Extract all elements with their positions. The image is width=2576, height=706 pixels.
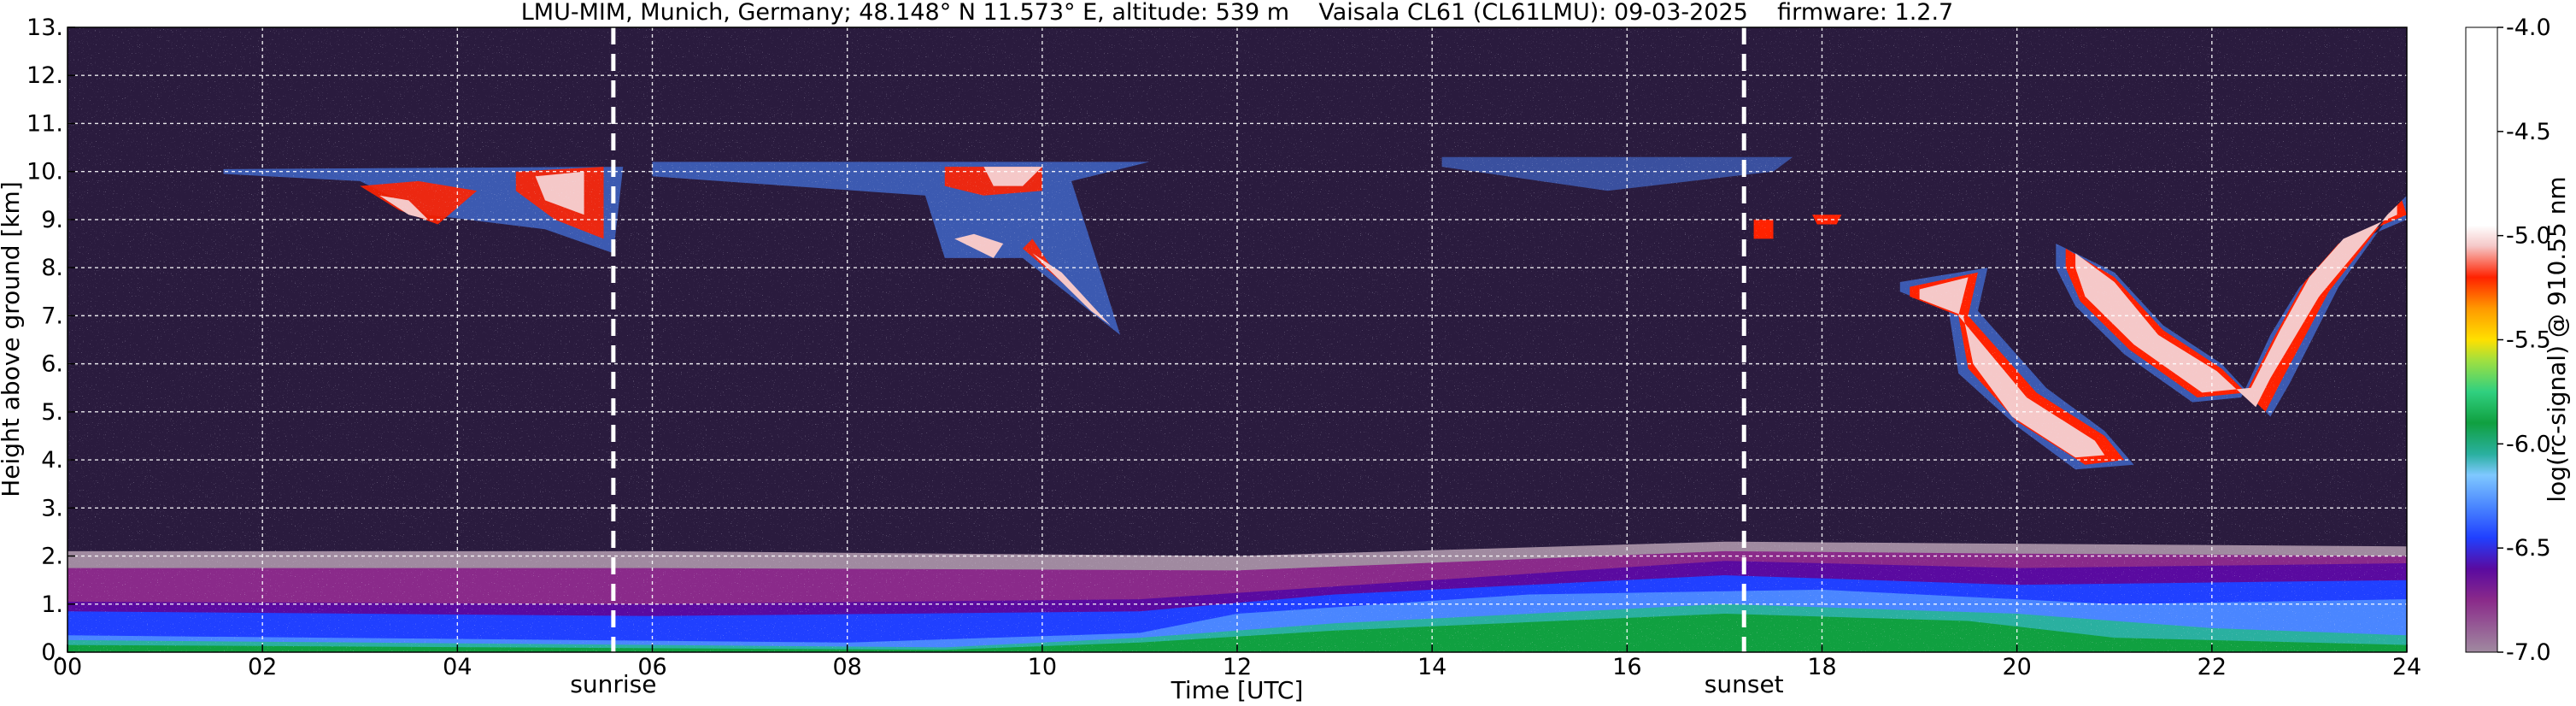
y-tick-label: 1. xyxy=(41,591,63,618)
colorbar-tick-label: -6.5 xyxy=(2506,535,2551,562)
colorbar-ticks: -4.0 -4.5 -5.0 -5.5 -6.0 -6.5 -7.0 xyxy=(2497,15,2551,666)
y-tick-label: 4. xyxy=(41,447,63,474)
x-tick-label: 16 xyxy=(1612,654,1641,680)
x-axis: 00 02 04 06 08 10 12 14 16 18 20 22 24 xyxy=(53,644,2421,680)
x-axis-label: Time [UTC] xyxy=(1171,676,1304,704)
y-tick-label: 12. xyxy=(26,62,63,89)
colorbar-tick-label: -4.0 xyxy=(2506,15,2551,41)
grid-lines xyxy=(67,27,2407,652)
y-tick-label: 0. xyxy=(41,639,63,666)
event-labels: sunrise sunset xyxy=(570,670,1783,698)
x-tick-label: 04 xyxy=(443,654,472,680)
colorbar-tick-label: -7.0 xyxy=(2506,639,2551,666)
y-axis: 0. 1. 2. 3. 4. 5. 6. 7. 8. 9. 10. 11. 12. 13. xyxy=(26,15,75,666)
colorbar: -4.0 -4.5 -5.0 -5.5 -6.0 -6.5 -7.0 xyxy=(2465,15,2551,666)
x-tick-label: 22 xyxy=(2198,654,2227,680)
y-tick-label: 2. xyxy=(41,544,63,570)
colorbar-scale xyxy=(2465,26,2498,653)
y-tick-label: 3. xyxy=(41,495,63,521)
y-tick-label: 9. xyxy=(41,207,63,233)
chart-title: LMU-MIM, Munich, Germany; 48.148° N 11.5… xyxy=(521,0,1954,26)
x-tick-label: 12 xyxy=(1223,654,1252,680)
sunset-label: sunset xyxy=(1705,670,1784,698)
colorbar-tick-label: -5.5 xyxy=(2506,327,2551,354)
x-tick-label: 24 xyxy=(2392,654,2421,680)
x-tick-label: 18 xyxy=(1807,654,1836,680)
y-tick-label: 6. xyxy=(41,351,63,378)
y-tick-label: 8. xyxy=(41,255,63,281)
plot-area xyxy=(67,27,2407,652)
y-tick-label: 5. xyxy=(41,399,63,426)
x-tick-label: 08 xyxy=(832,654,861,680)
x-tick-label: 02 xyxy=(248,654,277,680)
y-tick-label: 11. xyxy=(26,110,63,137)
x-tick-label: 20 xyxy=(2002,654,2031,680)
colorbar-tick-label: -5.0 xyxy=(2506,223,2551,250)
sunrise-label: sunrise xyxy=(570,670,656,698)
x-tick-label: 14 xyxy=(1417,654,1446,680)
colorbar-tick-label: -4.5 xyxy=(2506,119,2551,145)
y-tick-label: 10. xyxy=(26,159,63,185)
y-tick-label: 7. xyxy=(41,303,63,329)
y-tick-label: 13. xyxy=(26,15,63,41)
x-tick-label: 00 xyxy=(53,654,82,680)
colorbar-label: log(rc-signal) @ 910.55 nm xyxy=(2543,176,2571,502)
y-axis-label: Height above ground [km] xyxy=(0,181,25,497)
x-tick-label: 06 xyxy=(637,654,666,680)
x-tick-label: 10 xyxy=(1028,654,1057,680)
colorbar-tick-label: -6.0 xyxy=(2506,431,2551,457)
background-noise xyxy=(67,27,2407,652)
